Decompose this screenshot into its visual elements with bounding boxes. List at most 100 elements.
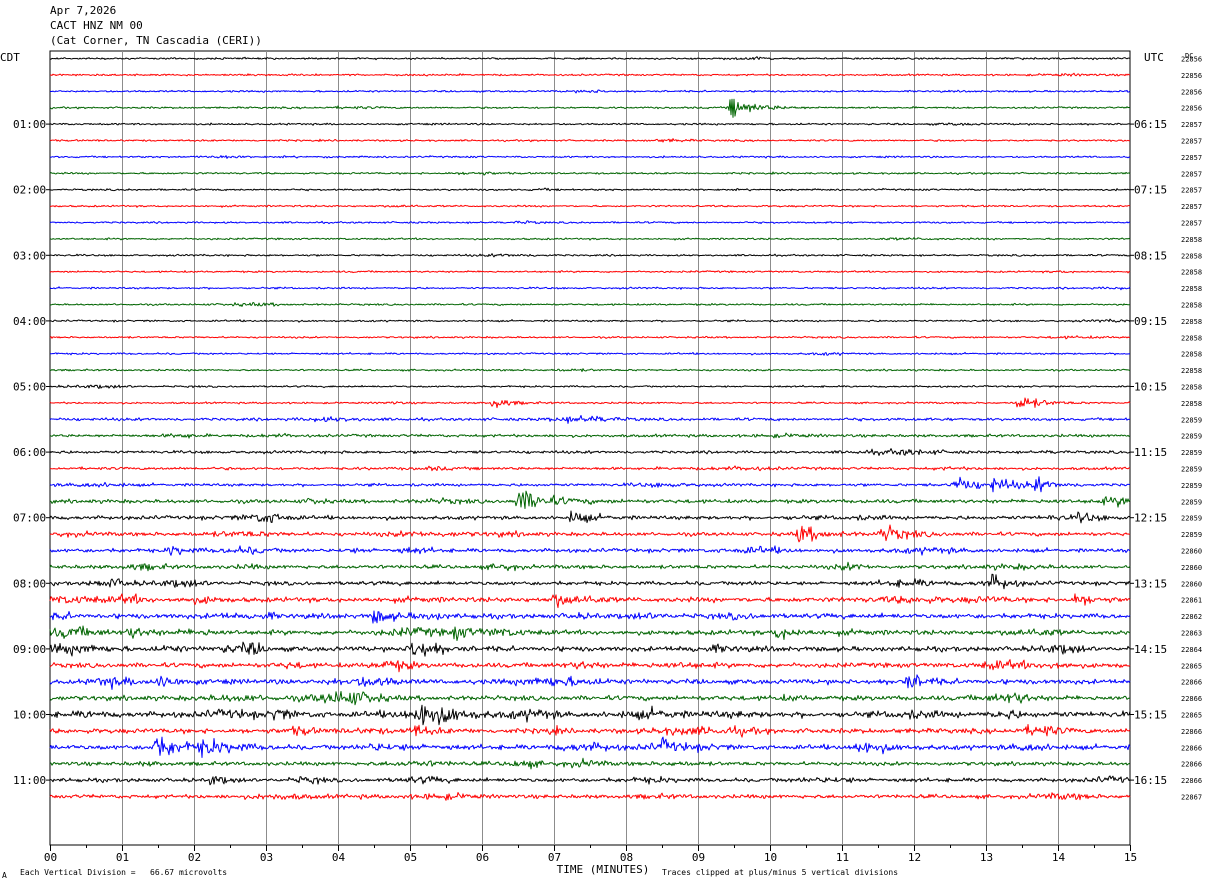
dc-offset-label: 22860 bbox=[1181, 548, 1202, 556]
trace-row bbox=[49, 736, 1131, 758]
trace-row bbox=[49, 171, 1131, 176]
utc-hour-label: 14:15 bbox=[1134, 643, 1167, 656]
scale-note: Each Vertical Division = 66.67 microvolt… bbox=[20, 868, 228, 877]
trace-row bbox=[49, 368, 1131, 373]
x-tick-label: 01 bbox=[116, 851, 129, 864]
trace-row bbox=[49, 56, 1131, 61]
trace-row bbox=[49, 286, 1131, 291]
trace-row bbox=[49, 384, 1131, 389]
trace-row bbox=[49, 301, 1130, 307]
dc-offset-label: 22859 bbox=[1181, 498, 1202, 506]
x-tick-label: 12 bbox=[908, 851, 921, 864]
trace-row bbox=[49, 510, 1131, 524]
dc-offset-label: 22857 bbox=[1181, 203, 1202, 211]
dc-offset-label: 22859 bbox=[1181, 416, 1202, 424]
x-tick-label: 03 bbox=[260, 851, 273, 864]
utc-hour-label: 13:15 bbox=[1134, 577, 1167, 590]
trace-row bbox=[49, 625, 1131, 641]
cdt-hour-label: 01:00 bbox=[13, 118, 46, 131]
x-tick-label: 08 bbox=[620, 851, 633, 864]
dc-offset-label: 22858 bbox=[1181, 285, 1202, 293]
trace-row bbox=[49, 187, 1131, 192]
trace-row bbox=[49, 432, 1131, 439]
cdt-hour-label: 07:00 bbox=[13, 512, 46, 525]
dc-offset-label: 22856 bbox=[1181, 88, 1202, 96]
trace-row bbox=[49, 674, 1131, 690]
utc-hour-label: 10:15 bbox=[1134, 381, 1167, 394]
trace-row bbox=[49, 757, 1131, 770]
x-tick-label: 11 bbox=[836, 851, 849, 864]
dc-offset-label: 22858 bbox=[1181, 302, 1202, 310]
trace-layer bbox=[49, 56, 1131, 801]
utc-hour-label: 09:15 bbox=[1134, 315, 1167, 328]
dc-offset-label: 22866 bbox=[1181, 777, 1202, 785]
trace-row bbox=[49, 775, 1131, 786]
trace-row bbox=[49, 704, 1131, 726]
header-location: (Cat Corner, TN Cascadia (CERI)) bbox=[50, 34, 262, 47]
right-axis-title: UTC bbox=[1144, 51, 1164, 64]
x-tick-label: 09 bbox=[692, 851, 705, 864]
trace-row bbox=[49, 524, 1131, 543]
dc-offset-label: 22859 bbox=[1181, 531, 1202, 539]
dc-offset-label: 22858 bbox=[1181, 384, 1202, 392]
trace-row bbox=[49, 204, 1131, 208]
dc-offset-label: 22863 bbox=[1181, 630, 1202, 638]
x-axis-title: TIME (MINUTES) bbox=[557, 863, 650, 876]
trace-row bbox=[49, 448, 1131, 456]
trace-row bbox=[49, 335, 1131, 340]
x-tick-label: 06 bbox=[476, 851, 489, 864]
dc-offset-label: 22858 bbox=[1181, 318, 1202, 326]
trace-row bbox=[49, 415, 1131, 424]
label-layer: 00 01 02 03 04 05 06 07 08 09 10 11 12 13 14 15 TIME (MI… bbox=[0, 51, 1202, 876]
clip-note: Traces clipped at plus/minus 5 vertical … bbox=[662, 868, 899, 877]
plot-frame bbox=[49, 50, 1131, 846]
x-tick-label: 14 bbox=[1052, 851, 1066, 864]
dc-offset-label: 22860 bbox=[1181, 580, 1202, 588]
trace-row bbox=[49, 573, 1131, 590]
trace-row bbox=[50, 72, 1130, 77]
dc-offset-label: 22857 bbox=[1181, 121, 1202, 129]
trace-row bbox=[50, 351, 1131, 356]
trace-row bbox=[49, 490, 1131, 509]
grid-layer bbox=[46, 50, 1134, 851]
x-tick-label: 13 bbox=[980, 851, 993, 864]
dc-offset-label: 22861 bbox=[1181, 597, 1202, 605]
dc-offset-label: 22858 bbox=[1181, 400, 1202, 408]
dc-offset-label: 22860 bbox=[1181, 564, 1202, 572]
corner-mark: A bbox=[2, 871, 7, 880]
trace-row bbox=[49, 155, 1131, 159]
trace-row bbox=[49, 724, 1131, 738]
trace-row bbox=[49, 237, 1131, 241]
trace-row bbox=[49, 593, 1131, 609]
trace-row bbox=[49, 98, 1131, 118]
trace-row bbox=[49, 220, 1131, 225]
header-station: CACT HNZ NM 00 bbox=[50, 19, 143, 32]
cdt-hour-label: 04:00 bbox=[13, 315, 46, 328]
dc-offset-label: 22857 bbox=[1181, 138, 1202, 146]
dc-label: DC bbox=[1185, 52, 1193, 60]
header-date: Apr 7,2026 bbox=[50, 4, 117, 17]
cdt-hour-label: 09:00 bbox=[13, 643, 46, 656]
cdt-hour-label: 08:00 bbox=[13, 577, 46, 590]
trace-row bbox=[49, 122, 1130, 126]
dc-offset-label: 22866 bbox=[1181, 679, 1202, 687]
dc-offset-label: 22858 bbox=[1181, 236, 1202, 244]
dc-offset-label: 22866 bbox=[1181, 761, 1202, 769]
dc-offset-label: 22865 bbox=[1181, 662, 1202, 670]
dc-offset-label: 22859 bbox=[1181, 449, 1202, 457]
dc-offset-label: 22857 bbox=[1181, 170, 1202, 178]
x-tick-label: 02 bbox=[188, 851, 201, 864]
utc-hour-label: 08:15 bbox=[1134, 249, 1167, 262]
trace-row bbox=[49, 89, 1131, 94]
x-tick-label: 10 bbox=[764, 851, 777, 864]
utc-hour-label: 16:15 bbox=[1134, 774, 1167, 787]
cdt-hour-label: 06:00 bbox=[13, 446, 46, 459]
trace-row bbox=[49, 138, 1131, 143]
utc-hour-label: 06:15 bbox=[1134, 118, 1167, 131]
x-tick-label: 15 bbox=[1124, 851, 1137, 864]
trace-row bbox=[49, 397, 1131, 409]
dc-offset-label: 22864 bbox=[1181, 646, 1202, 654]
trace-row bbox=[49, 691, 1131, 706]
dc-offset-label: 22866 bbox=[1181, 728, 1202, 736]
x-tick-label: 05 bbox=[404, 851, 417, 864]
